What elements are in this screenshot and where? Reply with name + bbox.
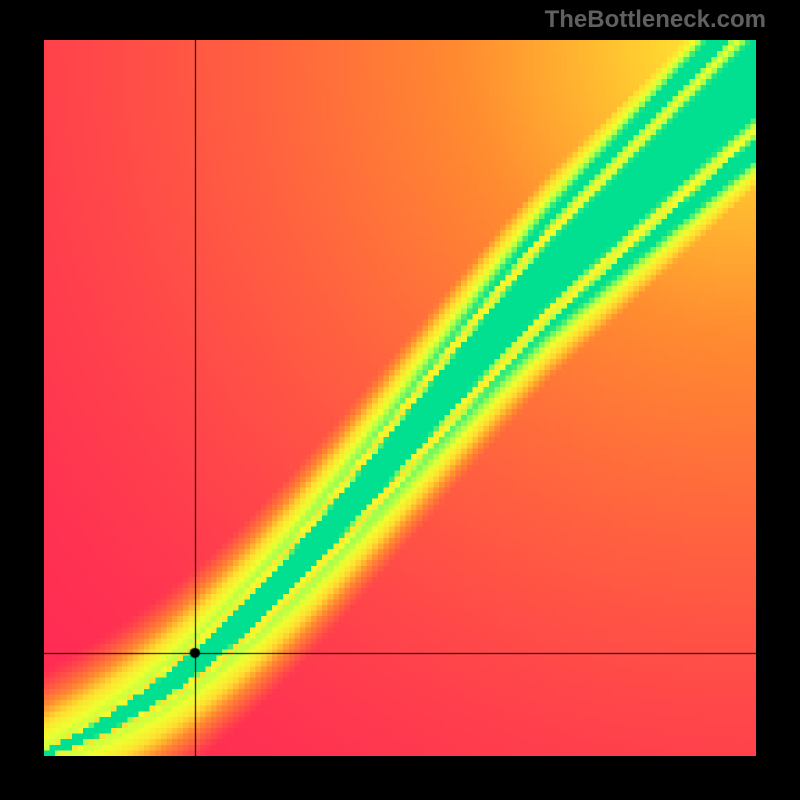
bottleneck-heatmap (44, 40, 756, 756)
watermark-text: TheBottleneck.com (545, 6, 766, 34)
chart-container: TheBottleneck.com (0, 0, 800, 800)
